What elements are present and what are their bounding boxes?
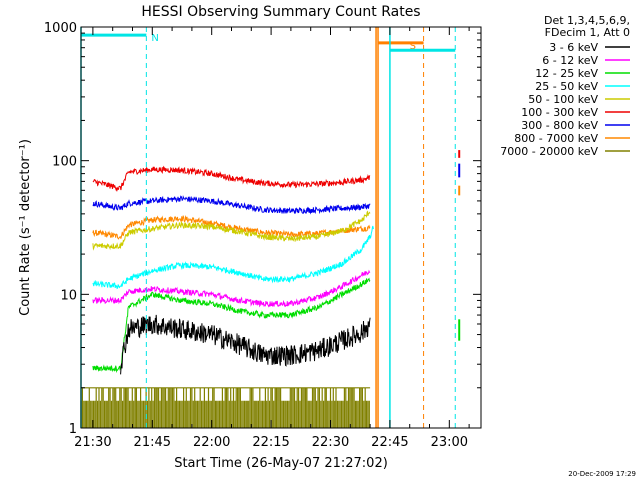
legend-header: FDecim 1, Att 0	[545, 26, 630, 39]
series-layer	[80, 150, 461, 428]
flag-label: N	[151, 33, 158, 44]
legend-label: 300 - 800 keV	[521, 119, 598, 132]
x-tick-label: 22:00	[193, 435, 230, 450]
series-line-25-50-kev	[92, 225, 375, 290]
legend-label: 800 - 7000 keV	[514, 132, 598, 145]
series-line-100-300-kev	[92, 165, 371, 192]
y-tick-label: 10	[60, 288, 77, 303]
legend-label: 25 - 50 keV	[535, 80, 598, 93]
legend: Det 1,3,4,5,6,9,FDecim 1, Att 0 3 - 6 keV…	[500, 14, 630, 158]
series-line-50-100-kev	[92, 210, 371, 251]
x-tick-label: 22:15	[252, 435, 289, 450]
y-tick-label: 1000	[44, 21, 77, 36]
series-line-300-800-kev	[92, 195, 371, 215]
x-tick-label: 23:00	[431, 435, 468, 450]
legend-label: 12 - 25 keV	[535, 67, 598, 80]
series-line-12-25-kev	[92, 277, 371, 374]
y-tick-label: 100	[52, 155, 77, 170]
x-tick-label: 22:30	[312, 435, 349, 450]
series-line-6-12-kev	[92, 269, 371, 308]
chart-title: HESSI Observing Summary Count Rates	[141, 4, 420, 20]
legend-header: Det 1,3,4,5,6,9,	[544, 14, 630, 27]
flags-layer: NS	[80, 27, 456, 428]
footer-timestamp: 20-Dec-2009 17:29	[568, 470, 636, 478]
y-axis-label: Count Rate (s⁻¹ detector⁻¹)	[18, 139, 33, 316]
x-axis-label: Start Time (26-May-07 21:27:02)	[174, 456, 388, 471]
legend-label: 7000 - 20000 keV	[500, 145, 598, 158]
legend-label: 6 - 12 keV	[542, 54, 598, 67]
legend-label: 100 - 300 keV	[521, 106, 598, 119]
legend-label: 50 - 100 keV	[528, 93, 598, 106]
x-tick-label: 21:30	[74, 435, 111, 450]
series-line-7000-20000kev	[80, 387, 371, 428]
y-tick-label: 1	[69, 422, 77, 437]
legend-label: 3 - 6 keV	[549, 41, 598, 54]
x-tick-label: 22:45	[371, 435, 408, 450]
x-tick-label: 21:45	[134, 435, 171, 450]
plot-frame	[80, 26, 482, 429]
flag-label: S	[410, 41, 416, 52]
series-line-3-6-kev	[120, 314, 371, 375]
axes-layer: 21:30 21:45 22:00 22:15 22:30 22:45 23:00 1 10 10…	[44, 21, 481, 450]
